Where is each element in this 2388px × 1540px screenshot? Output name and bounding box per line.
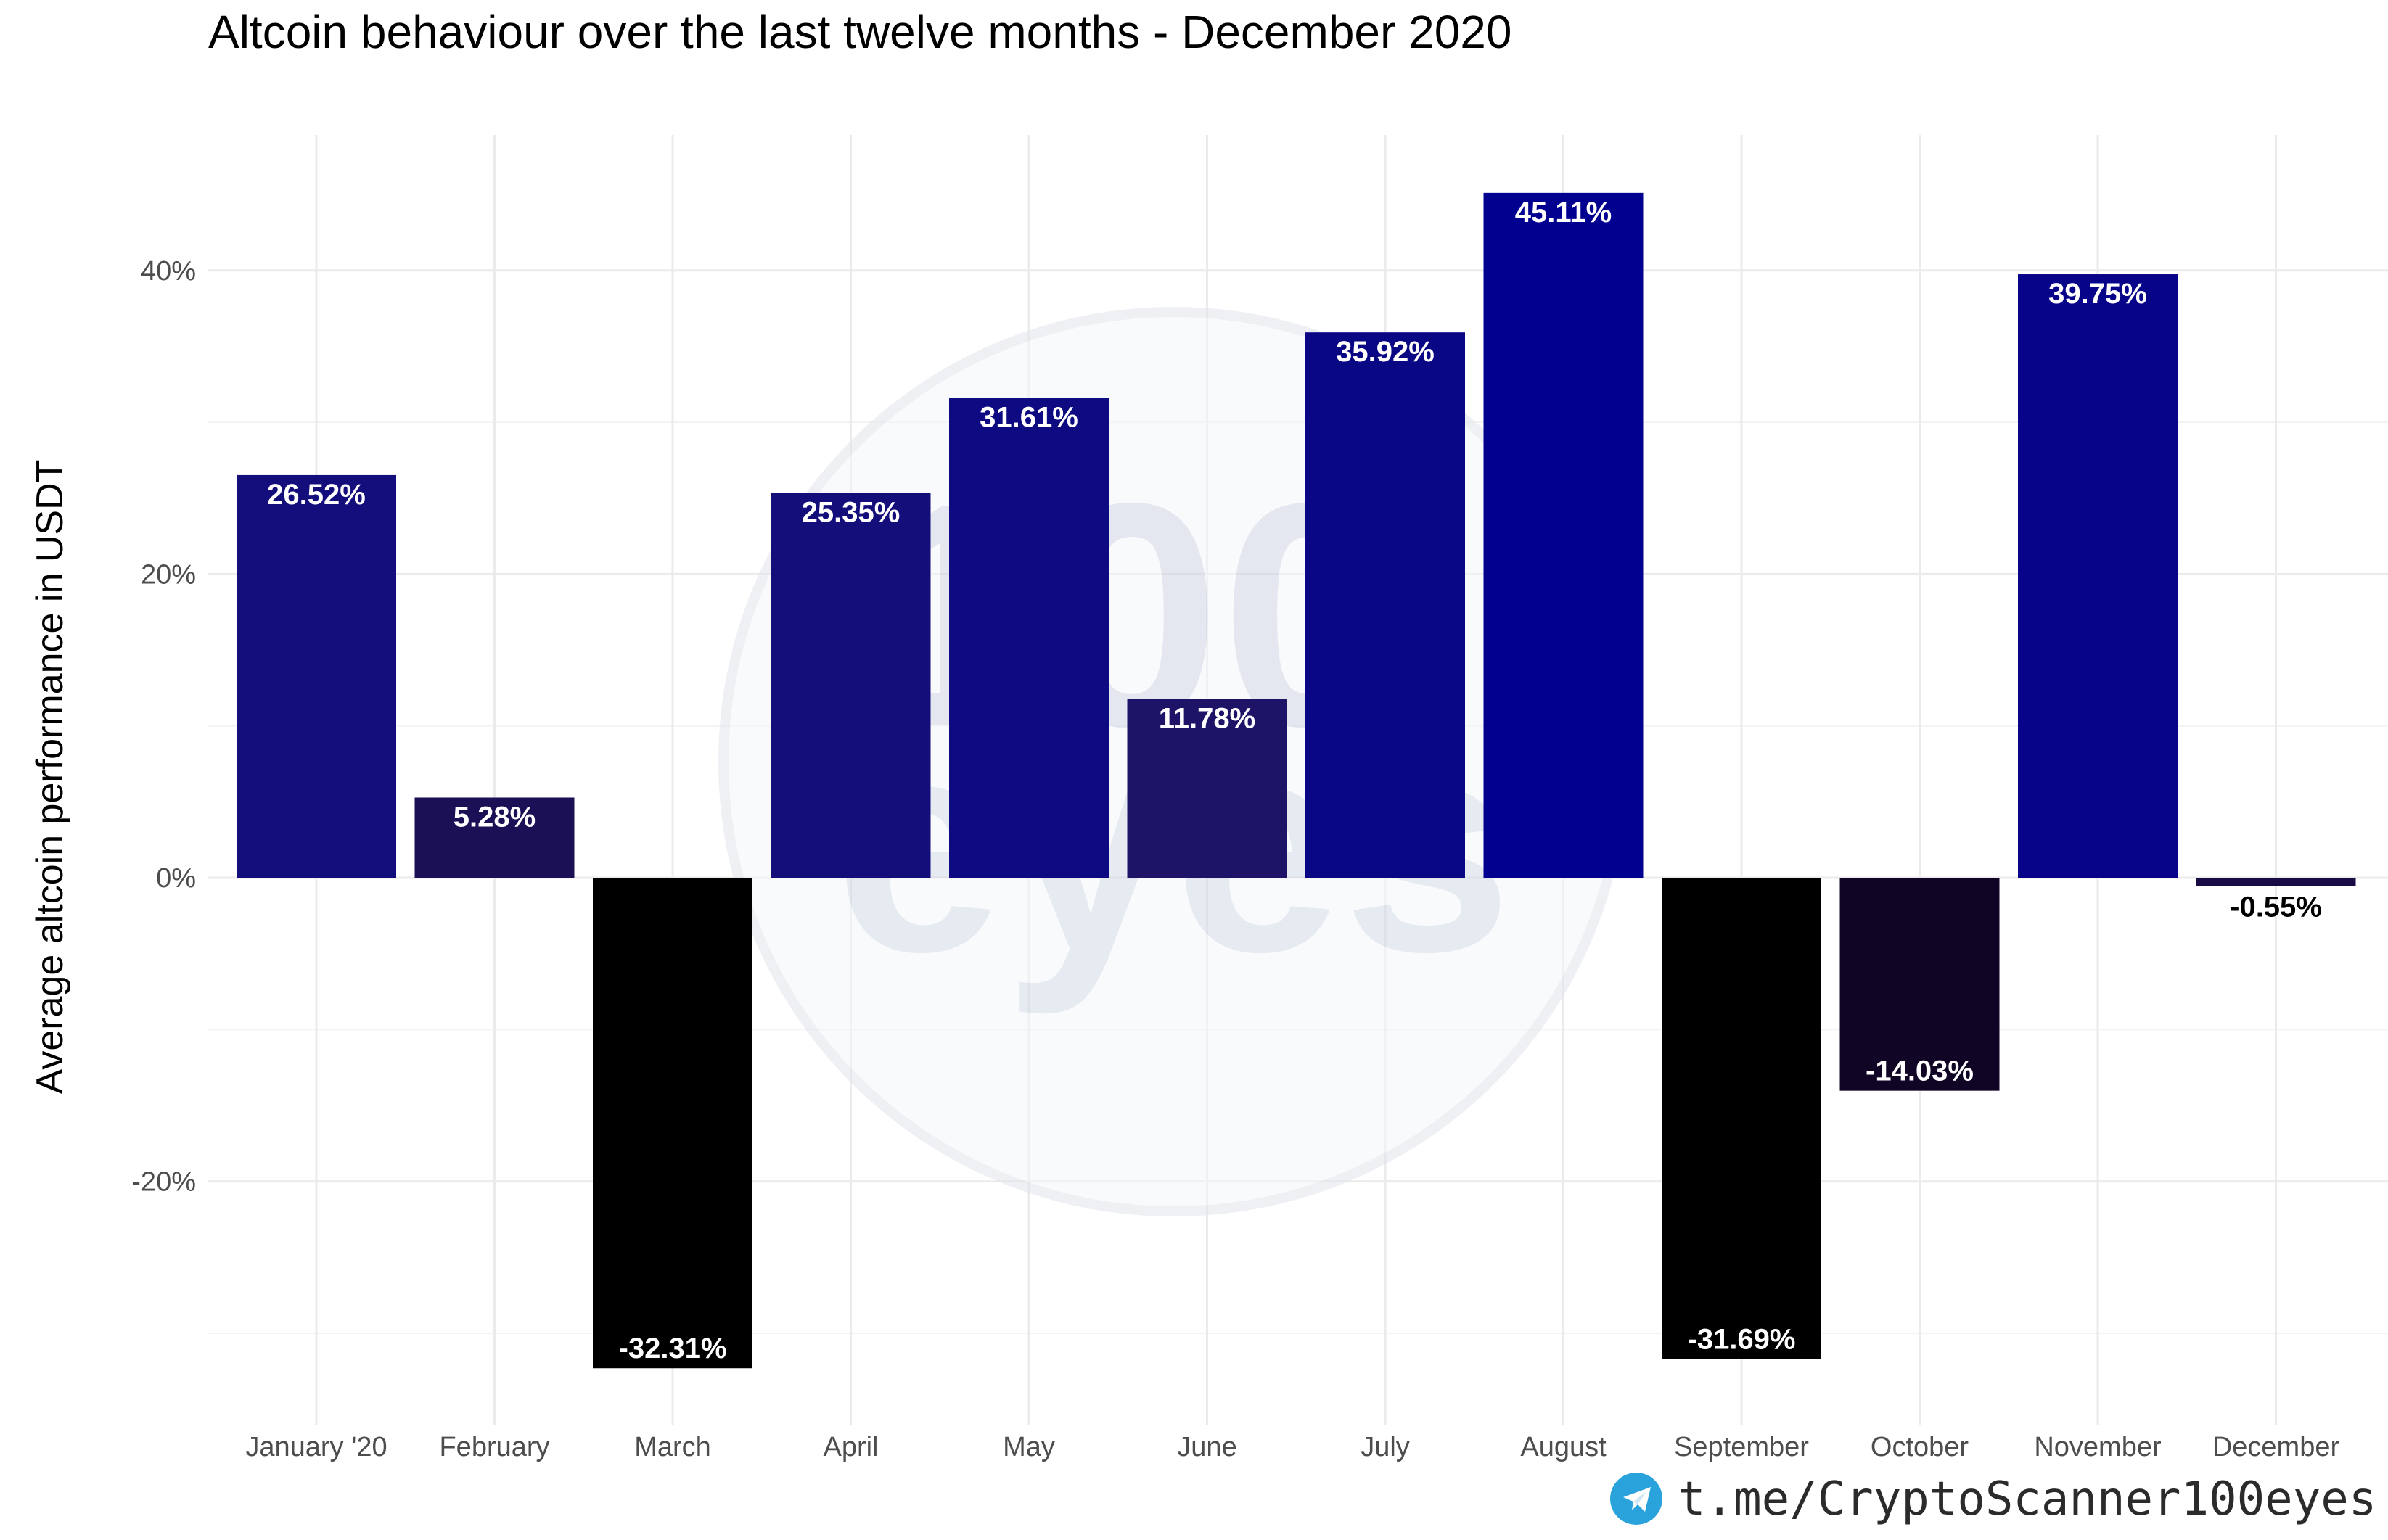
x-tick-label: December bbox=[2212, 1432, 2340, 1462]
x-tick-label: October bbox=[1871, 1432, 1969, 1462]
bar-5 bbox=[1127, 699, 1287, 878]
y-tick-label: 0% bbox=[156, 863, 196, 894]
bar-11 bbox=[2196, 878, 2356, 886]
data-label-11: -0.55% bbox=[2230, 892, 2322, 923]
bar-2 bbox=[593, 878, 752, 1369]
x-tick-label: March bbox=[634, 1432, 711, 1462]
bar-0 bbox=[237, 474, 396, 878]
x-tick-label: July bbox=[1361, 1432, 1410, 1462]
data-label-8: -31.69% bbox=[1688, 1323, 1796, 1355]
chart-title: Altcoin behaviour over the last twelve m… bbox=[208, 6, 1511, 58]
data-label-0: 26.52% bbox=[267, 479, 366, 511]
y-tick-label: -20% bbox=[131, 1167, 196, 1198]
bar-4 bbox=[949, 398, 1109, 878]
x-axis: January '20 February March April May June July… bbox=[245, 1432, 2339, 1462]
y-tick-label: 20% bbox=[141, 559, 196, 590]
data-label-5: 11.78% bbox=[1159, 702, 1255, 734]
bar-10 bbox=[2018, 274, 2178, 878]
y-tick-label: 40% bbox=[141, 256, 196, 287]
bar-1 bbox=[414, 797, 575, 878]
footer-link[interactable]: t.me/CryptoScanner100eyes bbox=[1678, 1473, 2376, 1526]
x-tick-label: September bbox=[1674, 1432, 1809, 1462]
data-label-2: -32.31% bbox=[619, 1333, 727, 1364]
bar-9 bbox=[1839, 878, 2000, 1091]
footer: t.me/CryptoScanner100eyes bbox=[1610, 1473, 2376, 1526]
x-tick-label: January '20 bbox=[245, 1432, 387, 1462]
data-label-7: 45.11% bbox=[1515, 197, 1612, 228]
x-tick-label: May bbox=[1003, 1432, 1055, 1462]
data-label-9: -14.03% bbox=[1866, 1055, 1974, 1087]
x-tick-label: November bbox=[2034, 1432, 2162, 1462]
bars bbox=[237, 192, 2356, 1369]
x-tick-label: April bbox=[823, 1432, 878, 1462]
telegram-icon bbox=[1610, 1473, 1662, 1525]
y-axis-title: Average altcoin performance in USDT bbox=[29, 460, 71, 1095]
bar-7 bbox=[1483, 192, 1644, 878]
bar-8 bbox=[1662, 878, 1821, 1359]
data-label-10: 39.75% bbox=[2048, 278, 2147, 310]
y-axis: -20% 0% 20% 40% bbox=[131, 256, 196, 1198]
x-tick-label: February bbox=[439, 1432, 549, 1462]
x-tick-label: August bbox=[1520, 1432, 1607, 1462]
data-label-6: 35.92% bbox=[1336, 336, 1435, 368]
bar-3 bbox=[771, 493, 931, 878]
data-label-1: 5.28% bbox=[454, 801, 536, 833]
x-tick-label: June bbox=[1177, 1432, 1236, 1462]
data-label-3: 25.35% bbox=[802, 496, 900, 528]
data-labels: 26.52% 5.28% -32.31% 25.35% 31.61% 11.78% 35.9… bbox=[267, 197, 2322, 1364]
bar-6 bbox=[1305, 332, 1465, 878]
data-label-4: 31.61% bbox=[980, 401, 1078, 433]
